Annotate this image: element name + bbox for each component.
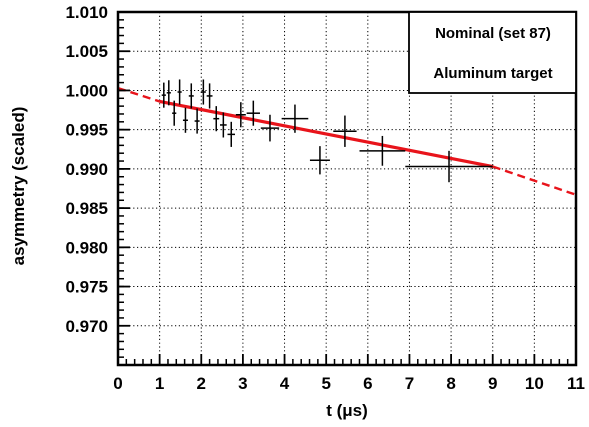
y-tick-label: 1.010 [65,3,108,22]
fit-line-dashed [492,165,577,196]
legend-entry-target: Aluminum target [433,65,552,82]
y-tick-label: 0.995 [65,121,108,140]
legend-frame [408,11,577,94]
y-tick-labels: 0.970 0.975 0.980 0.985 0.990 0.995 1.000 1.005… [65,3,108,336]
x-tick-label: 1 [155,374,164,393]
data-point [246,100,260,126]
data-point [166,80,171,106]
x-axis-title: t (μs) [326,401,368,420]
data-points [161,79,493,183]
x-tick-label: 8 [446,374,455,393]
x-tick-label: 9 [488,374,497,393]
fit-line-group [117,86,577,196]
x-tick-label: 4 [280,374,290,393]
x-tick-label: 6 [363,374,372,393]
data-point [182,107,188,133]
x-tick-label: 2 [197,374,206,393]
y-tick-label: 0.970 [65,317,108,336]
axis-ticks [117,11,577,366]
y-tick-label: 1.005 [65,42,108,61]
data-point [405,150,493,183]
legend-box: Nominal (set 87) Aluminum target [408,11,577,94]
x-tick-labels: 0 1 2 3 4 5 6 7 8 9 10 11 [113,374,585,393]
data-point [188,83,194,109]
data-point [359,135,406,166]
plot-frame [116,10,578,367]
y-tick-label: 1.000 [65,81,108,100]
y-tick-label: 0.985 [65,199,108,218]
x-tick-label: 0 [113,374,122,393]
y-axis-title: asymmetry (scaled) [9,107,28,266]
data-point [177,79,182,105]
x-tick-label: 11 [567,374,585,393]
y-tick-label: 0.975 [65,278,108,297]
data-point [333,115,357,147]
x-tick-label: 10 [525,374,544,393]
x-tick-label: 7 [405,374,414,393]
data-point [172,100,177,126]
data-point [281,104,309,133]
data-point [200,79,206,105]
legend-entry-set: Nominal (set 87) [435,25,551,42]
y-tick-label: 0.980 [65,238,108,257]
data-point [309,146,330,175]
data-point [260,114,280,142]
data-point [235,102,246,128]
data-point [194,108,200,134]
x-tick-label: 3 [238,374,247,393]
y-tick-label: 0.990 [65,160,108,179]
fit-line-solid [159,99,494,169]
data-point [206,83,213,109]
grid-lines [118,12,576,365]
data-point [213,106,220,132]
data-point [161,82,166,108]
x-tick-label: 5 [321,374,330,393]
data-point [227,121,235,147]
data-point [220,112,227,138]
